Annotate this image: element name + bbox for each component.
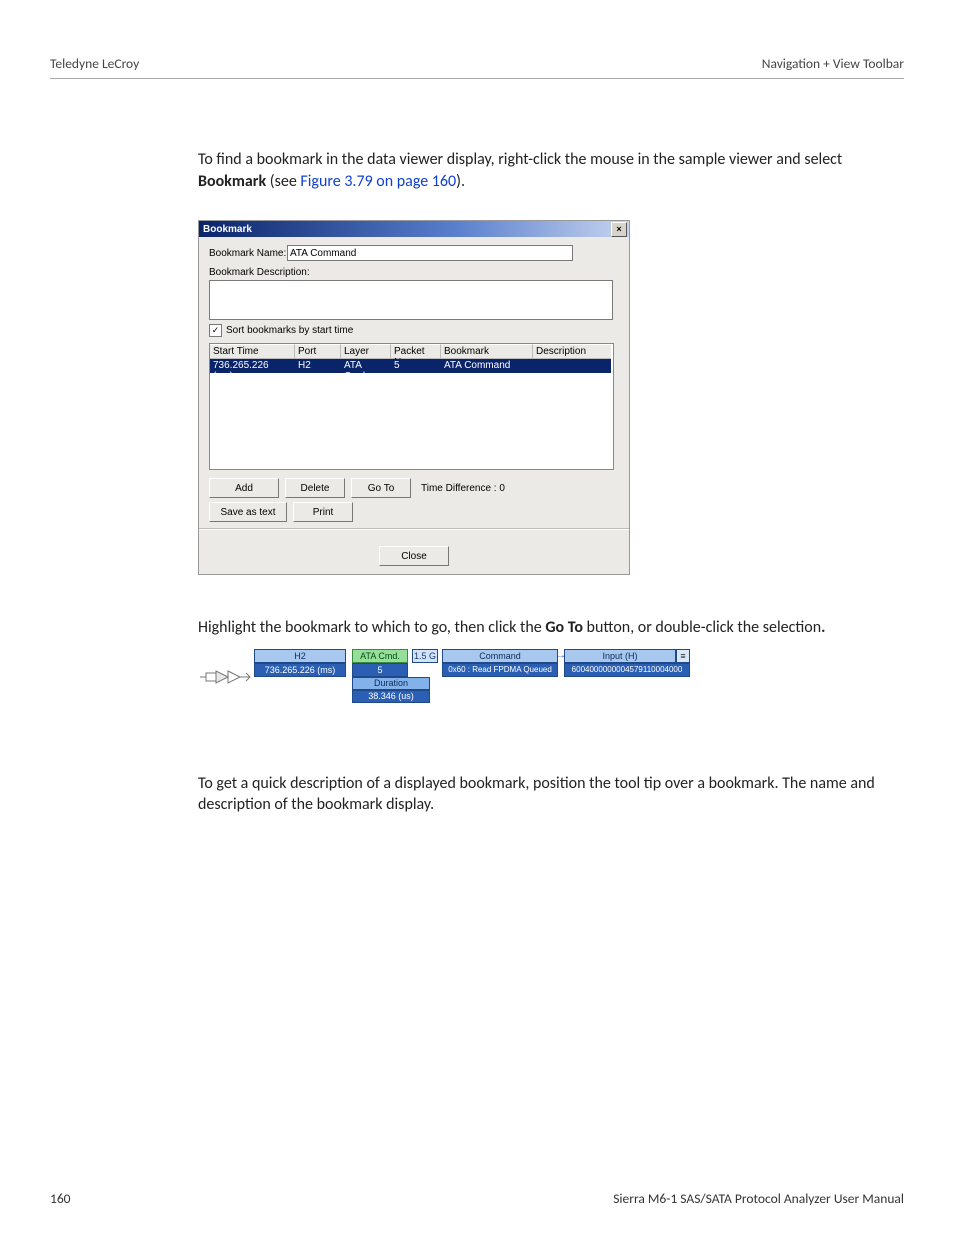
p1-link[interactable]: Figure 3.79 on page 160 (300, 172, 456, 191)
paragraph-1: To find a bookmark in the data viewer di… (198, 149, 904, 192)
col-port[interactable]: Port (295, 344, 341, 359)
bookmark-name-input[interactable]: ATA Command (287, 245, 573, 261)
col-description[interactable]: Description (533, 344, 611, 359)
add-button[interactable]: Add (209, 478, 279, 498)
delete-button[interactable]: Delete (285, 478, 345, 498)
page-footer: 160 Sierra M6-1 SAS/SATA Protocol Analyz… (50, 1190, 904, 1207)
trace-duration-header: Duration (352, 677, 430, 690)
close-icon[interactable]: × (611, 222, 627, 237)
print-button[interactable]: Print (293, 502, 353, 522)
table-empty-area (210, 373, 613, 469)
bookmark-name-label: Bookmark Name: (209, 248, 287, 259)
sort-checkbox-label: Sort bookmarks by start time (226, 325, 353, 336)
p1-bold: Bookmark (198, 172, 266, 191)
paragraph-3: To get a quick description of a displaye… (198, 773, 904, 816)
trace-ata-cmd-header: ATA Cmd. (352, 649, 408, 663)
col-packet-no[interactable]: Packet No. (391, 344, 441, 359)
dialog-titlebar: Bookmark × (199, 221, 629, 237)
sort-checkbox[interactable]: ✓ Sort bookmarks by start time (209, 324, 619, 337)
cell-description (533, 359, 611, 373)
trace-duration-value: 38.346 (us) (352, 690, 430, 703)
trace-arrow-icon (198, 649, 254, 703)
cell-bookmark: ATA Command (441, 359, 533, 373)
trace-input-value: 6004000000004579110004000 (564, 663, 690, 677)
header-right: Navigation + View Toolbar (762, 55, 904, 72)
p2-bold: Go To (545, 618, 583, 637)
trace-h2-header: H2 (254, 649, 346, 663)
bookmark-desc-input[interactable] (209, 280, 613, 320)
page-number: 160 (50, 1190, 71, 1207)
trace-strip: H2 ATA Cmd. 1.5 G Command → Input (H) ≡ … (198, 649, 688, 703)
p2-pre: Highlight the bookmark to which to go, t… (198, 618, 545, 637)
manual-title: Sierra M6-1 SAS/SATA Protocol Analyzer U… (613, 1190, 904, 1207)
dialog-title: Bookmark (203, 224, 252, 235)
cell-start-time: 736.265.226 (ms) (210, 359, 295, 373)
table-row[interactable]: 736.265.226 (ms) H2 ATA Cmd. 5 ATA Comma… (210, 359, 613, 373)
table-header: Start Time Port Layer Packet No. Bookmar… (210, 344, 613, 359)
trace-five-value: 5 (352, 663, 408, 677)
paragraph-2: Highlight the bookmark to which to go, t… (198, 617, 904, 639)
bookmark-dialog: Bookmark × Bookmark Name: ATA Command Bo… (198, 220, 630, 575)
checkbox-icon: ✓ (209, 324, 222, 337)
header-left: Teledyne LeCroy (50, 55, 139, 72)
cell-port: H2 (295, 359, 341, 373)
goto-button[interactable]: Go To (351, 478, 411, 498)
p3-text: To get a quick description of a displaye… (198, 773, 904, 816)
p1-post-close: ). (456, 172, 465, 191)
trace-rate-cell: 1.5 G (412, 649, 438, 663)
col-layer[interactable]: Layer (341, 344, 391, 359)
col-start-time[interactable]: Start Time (210, 344, 295, 359)
close-button[interactable]: Close (379, 546, 449, 566)
trace-time-value: 736.265.226 (ms) (254, 663, 346, 677)
scroll-handle-icon[interactable]: ≡ (676, 649, 690, 663)
p1-pre: To find a bookmark in the data viewer di… (198, 150, 842, 169)
trace-command-value: 0x60 : Read FPDMA Queued (442, 663, 558, 677)
p1-post-open: (see (266, 172, 300, 191)
save-as-text-button[interactable]: Save as text (209, 502, 287, 522)
trace-input-header: Input (H) (564, 649, 676, 663)
bookmark-table: Start Time Port Layer Packet No. Bookmar… (209, 343, 614, 470)
p2-post: button, or double-click the selection (583, 618, 821, 637)
p2-tail: . (821, 618, 825, 637)
cell-packet-no: 5 (391, 359, 441, 373)
trace-command-header: Command (442, 649, 558, 663)
time-difference-label: Time Difference : 0 (421, 483, 505, 494)
cell-layer: ATA Cmd. (341, 359, 391, 373)
col-bookmark[interactable]: Bookmark (441, 344, 533, 359)
bookmark-desc-label: Bookmark Description: (209, 267, 310, 278)
